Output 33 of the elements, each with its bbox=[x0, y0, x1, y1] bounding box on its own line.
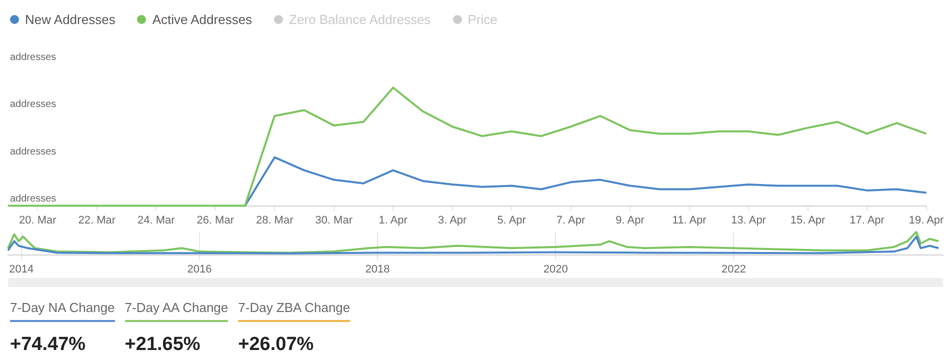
x-tick-label: 9. Apr bbox=[616, 214, 645, 226]
x-tick-label: 5. Apr bbox=[497, 214, 526, 226]
x-tick-label: 13. Apr bbox=[731, 214, 766, 226]
x-tick-label: 2014 bbox=[9, 264, 34, 276]
text: +74.47% bbox=[10, 334, 86, 355]
text: +21.65% bbox=[124, 334, 200, 355]
x-tick-label: 28. Mar bbox=[256, 214, 294, 226]
category-label: 7-Day ZBA Change bbox=[238, 300, 350, 322]
annotation: addresses bbox=[10, 99, 56, 110]
x-tick-label: 2016 bbox=[187, 264, 212, 276]
x-tick-label: 2022 bbox=[721, 264, 746, 276]
annotation: addresses bbox=[10, 194, 56, 205]
x-tick-label: 15. Apr bbox=[790, 214, 826, 226]
x-tick-label: 7. Apr bbox=[556, 214, 586, 226]
x-tick-label: 26. Mar bbox=[196, 214, 234, 226]
x-tick-label: 2020 bbox=[543, 264, 568, 276]
x-tick-label: 1. Apr bbox=[378, 214, 408, 226]
annotation: addresses bbox=[10, 146, 56, 158]
x-tick-label: 3. Apr bbox=[438, 214, 468, 226]
legend-label: New Addresses bbox=[25, 12, 116, 27]
category-label: 7-Day NA Change bbox=[10, 300, 115, 322]
x-tick-label: 30. Mar bbox=[315, 214, 353, 226]
x-tick-label: 17. Apr bbox=[850, 214, 885, 226]
x-tick-label: 19. Apr bbox=[908, 214, 944, 226]
text: addresses bbox=[10, 52, 56, 63]
x-tick-label: 2018 bbox=[365, 264, 390, 276]
category-label: 7-Day AA Change bbox=[124, 300, 228, 322]
x-tick-label: 24. Mar bbox=[137, 214, 176, 226]
x-tick-label: 22. Mar bbox=[78, 214, 116, 226]
x-tick-label: 20. Mar bbox=[18, 214, 57, 226]
text: +26.07% bbox=[238, 334, 314, 355]
x-tick-label: 11. Apr bbox=[672, 214, 707, 226]
legend-label: Active Addresses bbox=[152, 12, 252, 27]
